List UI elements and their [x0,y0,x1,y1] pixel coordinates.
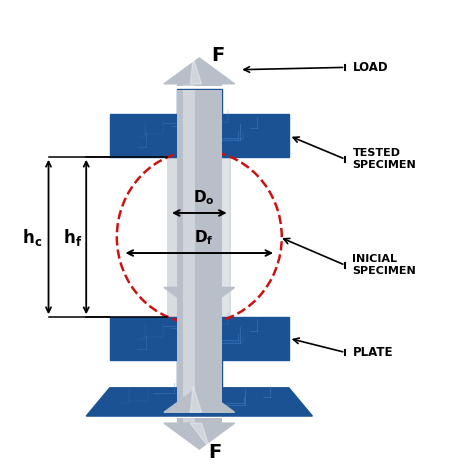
Text: $\mathbf{D_f}$: $\mathbf{D_f}$ [194,228,214,247]
Bar [183,419,195,423]
Text: F: F [209,443,222,462]
Bar [177,359,222,388]
Bar [221,157,229,317]
Polygon shape [190,423,210,449]
Bar [187,157,202,317]
Bar [183,84,195,86]
Bar [177,89,222,115]
Polygon shape [190,386,201,412]
Bar [177,90,222,287]
Polygon shape [190,287,210,313]
Bar [167,157,231,317]
Text: PLATE: PLATE [353,346,393,359]
Bar [177,161,222,412]
Bar [183,90,195,287]
Bar [110,115,289,157]
Polygon shape [164,423,235,449]
Bar [110,317,289,359]
Polygon shape [164,287,235,313]
Text: TESTED
SPECIMEN: TESTED SPECIMEN [353,148,416,171]
Polygon shape [164,58,235,84]
Text: INICIAL
SPECIMEN: INICIAL SPECIMEN [353,254,416,276]
Text: LOAD: LOAD [353,61,388,74]
Bar [183,161,195,412]
Polygon shape [86,388,312,416]
Text: $\mathbf{h_c}$: $\mathbf{h_c}$ [22,227,42,247]
Polygon shape [190,58,201,84]
Polygon shape [164,386,235,412]
Text: $\mathbf{h_f}$: $\mathbf{h_f}$ [64,227,82,247]
Bar [177,419,222,423]
Bar [177,84,222,86]
Text: $\mathbf{D_o}$: $\mathbf{D_o}$ [193,189,215,207]
Text: F: F [211,46,224,65]
